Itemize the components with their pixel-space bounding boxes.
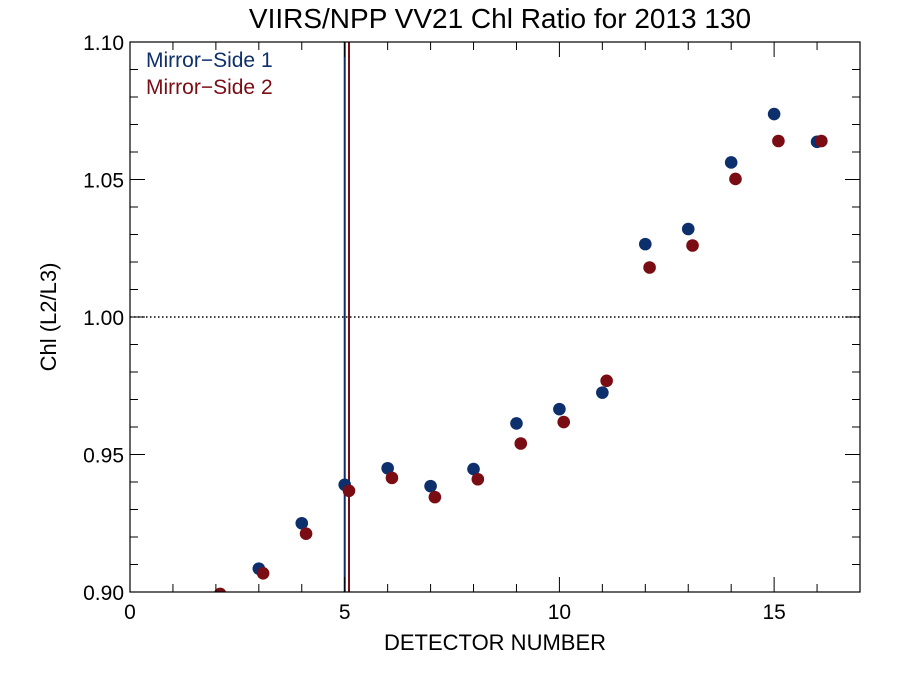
series-1-point-2 [295, 516, 309, 530]
y-tick-label: 0.95 [83, 445, 124, 468]
x-tick-label: 15 [762, 601, 785, 624]
series-2-point-9 [557, 415, 571, 429]
y-tick-label: 1.00 [83, 307, 124, 330]
series-1-point-13 [767, 107, 781, 121]
series-1-point-6 [467, 462, 480, 476]
x-tick-label: 0 [124, 601, 136, 624]
series-1-point-9 [596, 386, 609, 399]
series-2-point-4 [342, 484, 356, 498]
series-2-point-3 [299, 527, 313, 540]
axis-ticks: 0 5 10 15 0.90 0.95 1.00 1.05 1.10 [83, 32, 861, 624]
series-1-point-8 [553, 402, 566, 416]
series-2-point-13 [729, 172, 742, 186]
plot-frame [129, 41, 861, 593]
series-2-point-11 [643, 261, 656, 274]
series-2-point-10 [600, 374, 613, 388]
y-tick-label: 0.90 [83, 582, 124, 605]
series-2-point-5 [385, 471, 399, 485]
series-1-point-11 [681, 222, 695, 236]
series-2-point-2 [256, 567, 270, 580]
legend-entry-2: Mirror−Side 2 [146, 76, 273, 99]
series-2-point-7 [471, 472, 485, 486]
series-2-point-14 [772, 134, 785, 148]
series-2-point-8 [514, 437, 528, 450]
series-2-point-12 [686, 239, 699, 252]
series-2-point-15 [815, 134, 828, 148]
series-1-point-12 [724, 156, 738, 169]
chart-title: VIIRS/NPP VV21 Chl Ratio for 2013 130 [249, 3, 751, 34]
y-axis-label: Chl (L2/L3) [36, 263, 61, 372]
x-tick-label: 5 [339, 601, 351, 624]
series-2-point-1 [214, 587, 227, 592]
y-tick-label: 1.05 [83, 170, 124, 193]
y-tick-label: 1.10 [83, 32, 124, 55]
series-1-point-5 [424, 479, 437, 493]
series-1-point-10 [638, 237, 652, 251]
series-1-point-7 [510, 417, 523, 430]
legend: Mirror−Side 1 Mirror−Side 2 [146, 49, 273, 99]
x-tick-label: 10 [548, 601, 571, 624]
x-axis-label: DETECTOR NUMBER [384, 630, 606, 655]
plot-area [130, 42, 860, 592]
series-2-point-6 [428, 490, 442, 504]
series-1-point-4 [381, 461, 394, 475]
legend-entry-1: Mirror−Side 1 [146, 49, 273, 72]
